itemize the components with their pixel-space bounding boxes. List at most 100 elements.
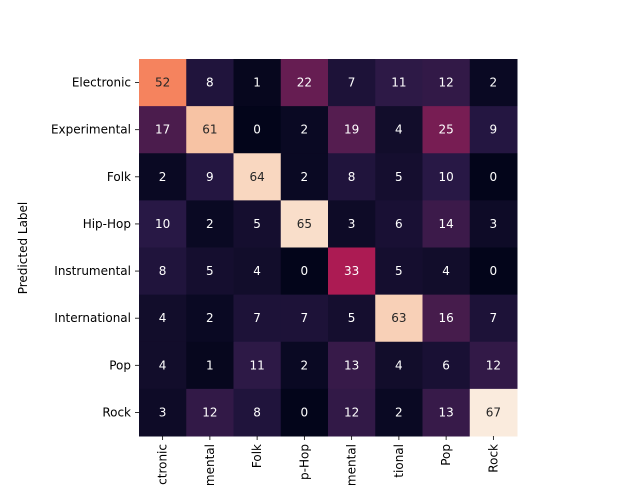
heatmap-cell: [186, 153, 234, 201]
heatmap-cell: [422, 341, 471, 390]
cell-value-label: 6: [395, 217, 403, 231]
heatmap-cell: [422, 106, 471, 154]
cell-value-label: 4: [395, 123, 403, 137]
heatmap-cell: [375, 294, 423, 343]
cell-value-label: 12: [486, 358, 501, 372]
heatmap-cell: [375, 388, 423, 437]
heatmap-cell: [280, 341, 329, 390]
x-tick-label: Pop: [439, 444, 453, 466]
heatmap-cell: [139, 153, 187, 201]
cell-value-label: 4: [159, 311, 167, 325]
heatmap-cell: [469, 388, 518, 437]
cell-value-label: 14: [438, 217, 453, 231]
heatmap-cell: [233, 247, 282, 296]
cell-value-label: 1: [206, 358, 214, 372]
heatmap-cell: [233, 106, 282, 154]
cell-value-label: 13: [438, 405, 453, 419]
cell-value-label: 2: [301, 358, 309, 372]
cell-value-label: 19: [344, 123, 359, 137]
cell-value-label: 10: [155, 217, 170, 231]
heatmap-cell: [328, 106, 376, 154]
cell-value-label: 33: [344, 264, 359, 278]
cell-value-label: 4: [253, 264, 261, 278]
cell-value-label: 2: [395, 405, 403, 419]
heatmap-cell: [469, 59, 518, 107]
x-tick-label: mental: [203, 444, 217, 486]
heatmap-cell: [469, 247, 518, 296]
heatmap-cell: [186, 200, 234, 248]
heatmap-cell: [375, 247, 423, 296]
cell-value-label: 8: [348, 170, 356, 184]
cell-value-label: 8: [159, 264, 167, 278]
cell-value-label: 9: [490, 123, 498, 137]
cell-value-label: 2: [206, 311, 214, 325]
cell-value-label: 52: [155, 76, 170, 90]
heatmap-cell: [233, 388, 282, 437]
cell-value-label: 2: [301, 123, 309, 137]
heatmap-cell: [328, 247, 376, 296]
heatmap-cell: [280, 388, 329, 437]
heatmap-cell: [280, 153, 329, 201]
heatmap-cell: [139, 294, 187, 343]
cell-value-label: 63: [391, 311, 406, 325]
heatmap-cell: [422, 153, 471, 201]
cell-value-label: 12: [202, 405, 217, 419]
cell-value-label: 7: [301, 311, 309, 325]
heatmap-cell: [186, 106, 234, 154]
heatmap-cell: [233, 200, 282, 248]
y-tick-label: Hip-Hop: [83, 217, 131, 231]
y-tick-label: Folk: [107, 170, 131, 184]
heatmap-cell: [280, 106, 329, 154]
cell-value-label: 2: [206, 217, 214, 231]
cell-value-label: 16: [438, 311, 453, 325]
cell-value-label: 5: [253, 217, 261, 231]
cell-value-label: 12: [344, 405, 359, 419]
x-tick-label: tional: [392, 444, 406, 478]
cell-value-label: 2: [490, 76, 498, 90]
heatmap-cell: [469, 294, 518, 343]
cell-value-label: 0: [490, 264, 498, 278]
heatmap-cell: [186, 59, 234, 107]
heatmap-cell: [422, 294, 471, 343]
cell-value-label: 0: [301, 405, 309, 419]
heatmap-cell: [233, 59, 282, 107]
heatmap-cell: [328, 200, 376, 248]
heatmap-cell: [186, 388, 234, 437]
heatmap-cell: [139, 388, 187, 437]
heatmap-cell: [328, 341, 376, 390]
cell-value-label: 10: [438, 170, 453, 184]
heatmap-cell: [375, 341, 423, 390]
heatmap-cell: [280, 294, 329, 343]
heatmap-cell: [469, 153, 518, 201]
y-tick-label: Rock: [102, 405, 131, 419]
heatmap-cell: [328, 59, 376, 107]
cell-value-label: 2: [301, 170, 309, 184]
cell-value-label: 1: [253, 76, 261, 90]
cell-value-label: 5: [206, 264, 214, 278]
heatmap-cell: [422, 388, 471, 437]
heatmap-cell: [139, 59, 187, 107]
cell-value-label: 8: [253, 405, 261, 419]
cell-value-label: 6: [442, 358, 450, 372]
cell-value-label: 0: [253, 123, 261, 137]
heatmap-cell: [233, 294, 282, 343]
cell-value-label: 7: [348, 76, 356, 90]
heatmap-cell: [422, 247, 471, 296]
cell-value-label: 8: [206, 76, 214, 90]
heatmap-cell: [139, 341, 187, 390]
heatmap-cell: [139, 247, 187, 296]
cell-value-label: 0: [490, 170, 498, 184]
cell-value-label: 2: [159, 170, 167, 184]
heatmap-cell: [469, 341, 518, 390]
heatmap-cell: [328, 153, 376, 201]
heatmap-cell: [186, 341, 234, 390]
x-tick-label: p-Hop: [297, 444, 311, 480]
cell-value-label: 67: [486, 405, 501, 419]
heatmap-cell: [280, 200, 329, 248]
y-tick-label: Experimental: [51, 123, 131, 137]
heatmap-cell: [469, 200, 518, 248]
x-axis-ticks: ctronic mental Folk p-Hop mental tional Pop Roc…: [156, 436, 500, 486]
x-tick-label: Rock: [486, 444, 500, 473]
